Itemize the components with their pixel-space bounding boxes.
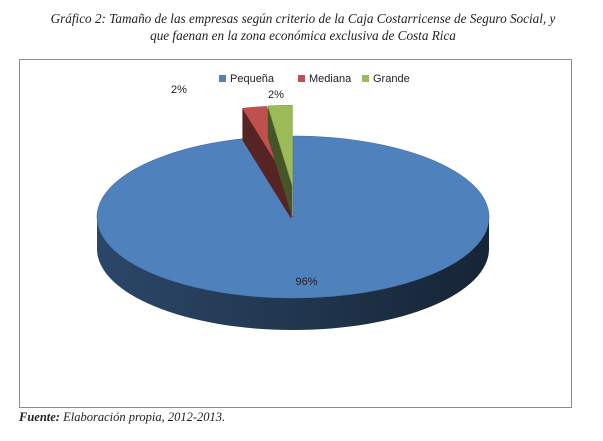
- caption-prefix: Gráfico 2:: [50, 11, 106, 26]
- legend-label-mediana: Mediana: [309, 73, 352, 85]
- source-label: Fuente:: [19, 410, 60, 424]
- slice-side-pequena: [97, 217, 489, 330]
- legend: Pequeña Mediana Grande: [219, 73, 410, 85]
- pie-chart: 96% 2% 2% Pequeña Mediana Grande: [96, 73, 490, 330]
- slice-grande: [267, 104, 293, 187]
- slice-wall-mediana: [242, 108, 292, 219]
- source-note: Fuente: Elaboración propia, 2012-2013.: [19, 410, 225, 425]
- data-labels: 96% 2% 2%: [171, 84, 318, 288]
- caption-line-1: Gráfico 2: Tamaño de las empresas según …: [8, 10, 598, 27]
- chart-frame: 96% 2% 2% Pequeña Mediana Grande: [19, 59, 572, 408]
- legend-label-grande: Grande: [373, 73, 410, 85]
- legend-item-grande: Grande: [362, 73, 410, 85]
- caption-text-1: Tamaño de las empresas según criterio de…: [109, 11, 556, 26]
- slice-pequena: [96, 135, 490, 299]
- data-label-grande: 2%: [268, 89, 284, 101]
- slice-wall-grande: [267, 105, 293, 219]
- chart-caption: Gráfico 2: Tamaño de las empresas según …: [8, 10, 598, 44]
- legend-label-pequena: Pequeña: [230, 73, 275, 85]
- legend-swatch-grande: [362, 75, 369, 82]
- legend-item-pequena: Pequeña: [219, 73, 275, 85]
- legend-item-mediana: Mediana: [298, 73, 352, 85]
- data-label-mediana: 2%: [171, 84, 187, 96]
- pie-slices: [96, 104, 490, 330]
- data-label-pequena: 96%: [295, 276, 317, 288]
- legend-swatch-mediana: [298, 75, 305, 82]
- legend-swatch-pequena: [219, 75, 226, 82]
- source-text: Elaboración propia, 2012-2013.: [63, 410, 226, 424]
- caption-line-2: que faenan en la zona económica exclusiv…: [150, 28, 456, 43]
